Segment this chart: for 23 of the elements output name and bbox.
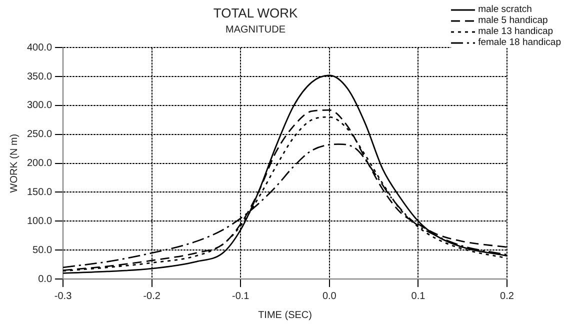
x-tick-label: -0.3 bbox=[54, 290, 72, 302]
y-tick-label: 400.0 bbox=[26, 42, 52, 54]
x-tick-label: -0.2 bbox=[143, 290, 161, 302]
legend-label: male 5 handicap bbox=[478, 15, 548, 26]
x-tick-label: 0.0 bbox=[322, 290, 337, 302]
legend-label: male scratch bbox=[478, 4, 532, 15]
legend-label: female 18 handicap bbox=[478, 37, 561, 48]
y-tick-label: 350.0 bbox=[26, 71, 52, 82]
y-tick-label: 200.0 bbox=[26, 158, 52, 170]
legend-label: male 13 handicap bbox=[478, 26, 554, 37]
y-axis-title: WORK (N m) bbox=[8, 134, 20, 193]
x-tick-label: 0.1 bbox=[411, 290, 426, 302]
y-tick-label: 0.0 bbox=[38, 274, 52, 285]
x-axis-title: TIME (SEC) bbox=[258, 310, 312, 321]
x-tick-label: -0.1 bbox=[232, 290, 250, 302]
y-tick-label: 250.0 bbox=[26, 129, 52, 140]
y-tick-label: 150.0 bbox=[26, 186, 52, 198]
y-tick-label: 100.0 bbox=[26, 216, 52, 227]
y-tick-label: 300.0 bbox=[26, 100, 52, 112]
y-tick-label: 50.0 bbox=[32, 244, 52, 256]
chart-subtitle: MAGNITUDE bbox=[226, 24, 286, 36]
x-tick-label: 0.2 bbox=[500, 290, 514, 302]
chart-title: TOTAL WORK bbox=[213, 5, 298, 20]
